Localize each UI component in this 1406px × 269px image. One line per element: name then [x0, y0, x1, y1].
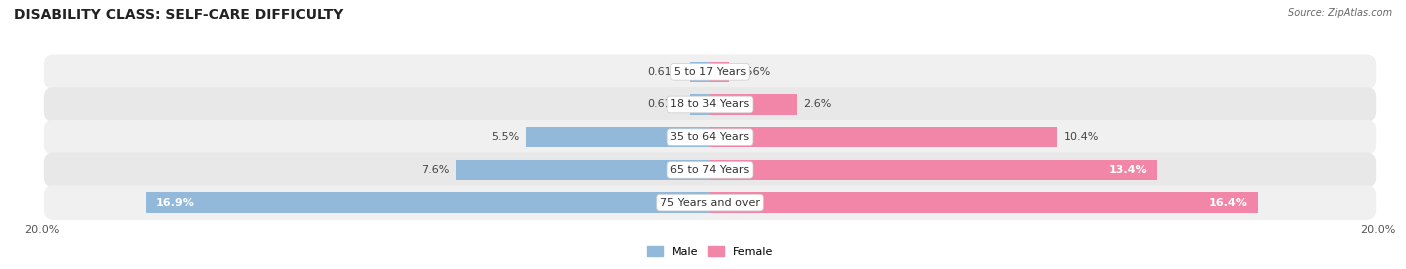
Text: 7.6%: 7.6% [422, 165, 450, 175]
Bar [710, 127, 1057, 147]
FancyBboxPatch shape [44, 120, 1376, 154]
Text: 65 to 74 Years: 65 to 74 Years [671, 165, 749, 175]
Text: 2.6%: 2.6% [803, 100, 832, 109]
Text: 16.9%: 16.9% [156, 198, 194, 208]
FancyBboxPatch shape [44, 153, 1376, 187]
Text: 13.4%: 13.4% [1109, 165, 1147, 175]
Bar [146, 192, 710, 213]
Bar [690, 94, 710, 115]
FancyBboxPatch shape [44, 185, 1376, 220]
Bar [710, 192, 1257, 213]
Bar [526, 127, 710, 147]
Text: Source: ZipAtlas.com: Source: ZipAtlas.com [1288, 8, 1392, 18]
Bar [710, 62, 728, 82]
Text: 35 to 64 Years: 35 to 64 Years [671, 132, 749, 142]
Text: 0.61%: 0.61% [648, 67, 683, 77]
Text: 5 to 17 Years: 5 to 17 Years [673, 67, 747, 77]
Text: 18 to 34 Years: 18 to 34 Years [671, 100, 749, 109]
Bar [710, 160, 1157, 180]
Text: DISABILITY CLASS: SELF-CARE DIFFICULTY: DISABILITY CLASS: SELF-CARE DIFFICULTY [14, 8, 343, 22]
Legend: Male, Female: Male, Female [647, 246, 773, 257]
Bar [690, 62, 710, 82]
Text: 0.56%: 0.56% [735, 67, 770, 77]
FancyBboxPatch shape [44, 87, 1376, 122]
Text: 16.4%: 16.4% [1209, 198, 1247, 208]
FancyBboxPatch shape [44, 54, 1376, 89]
Bar [710, 94, 797, 115]
Bar [456, 160, 710, 180]
Text: 75 Years and over: 75 Years and over [659, 198, 761, 208]
Text: 10.4%: 10.4% [1064, 132, 1099, 142]
Text: 0.61%: 0.61% [648, 100, 683, 109]
Text: 5.5%: 5.5% [492, 132, 520, 142]
